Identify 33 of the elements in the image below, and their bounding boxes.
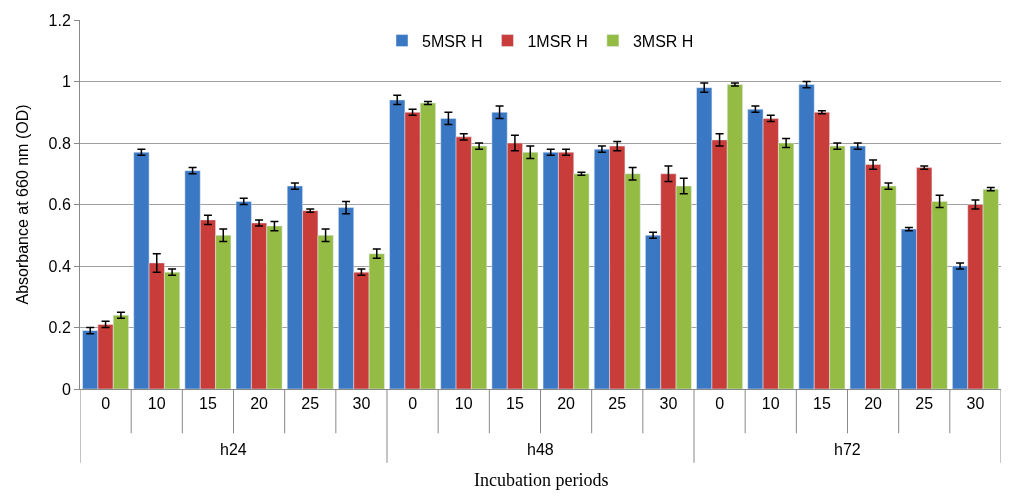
y-axis-title: Absorbance at 660 nm (OD) (14, 104, 32, 305)
x-tick-label: 0 (101, 395, 111, 413)
x-tick-label: 30 (659, 395, 678, 413)
text: h72 (834, 441, 861, 458)
x-tick-label: 15 (506, 395, 524, 413)
y-tick-label: 1 (61, 73, 71, 91)
x-tick-label: 0 (408, 395, 418, 413)
legend-label: 1MSR H (527, 32, 588, 50)
x-tick-label: 25 (915, 395, 934, 413)
legend-label: 5MSR H (422, 32, 483, 50)
legend-label: 3MSR H (632, 32, 694, 50)
y-tick-label: 0 (61, 380, 71, 398)
y-tick-label: 0.2 (48, 319, 71, 337)
x-tick-label: 10 (454, 395, 473, 413)
x-tick-label: 10 (761, 395, 780, 413)
x-axis-title: Incubation periods (474, 470, 609, 490)
x-tick-label: 25 (301, 395, 320, 413)
x-tick-label: 25 (608, 395, 627, 413)
x-tick-label: 10 (147, 395, 166, 413)
y-tick-label: 0.8 (48, 134, 71, 152)
x-tick-label: 0 (715, 395, 725, 413)
x-tick-label: 15 (199, 395, 217, 413)
x-tick-label: 20 (250, 395, 269, 413)
y-tick-label: 0.4 (48, 257, 71, 275)
x-tick-label: 30 (966, 395, 985, 413)
x-tick-label: 20 (557, 395, 576, 413)
text: h24 (220, 441, 247, 458)
y-tick-label: 0.6 (48, 196, 71, 214)
x-tick-label: 20 (864, 395, 883, 413)
x-tick-label: 15 (813, 395, 831, 413)
x-tick-label: 30 (352, 395, 371, 413)
y-tick-label: 1.2 (48, 11, 71, 29)
text: h48 (527, 441, 554, 458)
